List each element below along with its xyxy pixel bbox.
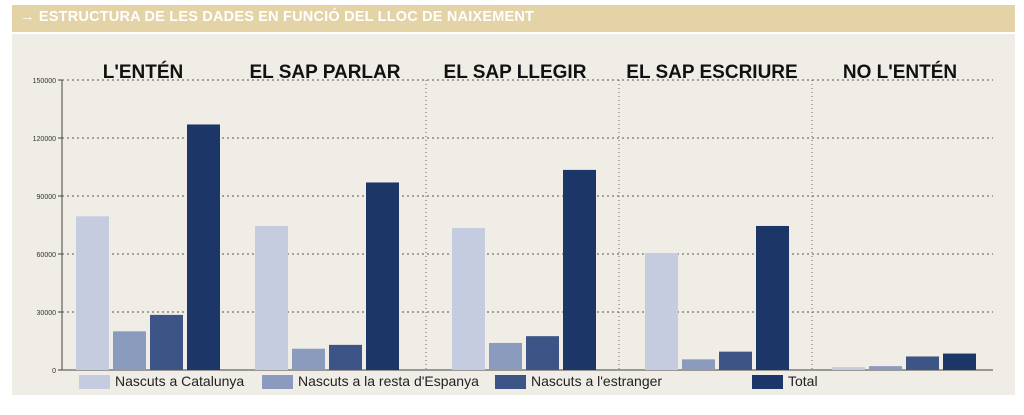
y-tick-label: 60000 xyxy=(37,252,57,259)
chart-title: → ESTRUCTURA DE LES DADES EN FUNCIÓ DEL … xyxy=(20,9,535,25)
category-label: NO L'ENTÉN xyxy=(843,61,957,83)
legend-label: Nascuts a Catalunya xyxy=(115,373,245,389)
bar xyxy=(150,314,183,370)
y-tick-label: 0 xyxy=(52,368,56,375)
category-label: EL SAP LLEGIR xyxy=(444,62,587,83)
bar xyxy=(489,342,522,370)
bar xyxy=(292,348,325,370)
category-label: L'ENTÉN xyxy=(103,61,184,83)
legend-swatch xyxy=(262,375,293,389)
legend-swatch xyxy=(752,375,783,389)
bar xyxy=(76,216,109,370)
bar xyxy=(255,225,288,370)
bar xyxy=(187,124,220,370)
y-tick-label: 150000 xyxy=(33,78,56,85)
bar xyxy=(832,367,865,370)
bar xyxy=(943,353,976,370)
bar xyxy=(366,182,399,370)
legend-swatch xyxy=(495,375,526,389)
bar xyxy=(906,356,939,370)
category-label: EL SAP PARLAR xyxy=(250,62,401,83)
bar xyxy=(563,169,596,370)
y-tick-label: 90000 xyxy=(37,194,57,201)
bar xyxy=(113,331,146,370)
bar xyxy=(869,366,902,370)
legend-label: Total xyxy=(788,373,818,389)
bar xyxy=(329,344,362,370)
bar xyxy=(645,253,678,370)
y-tick-label: 120000 xyxy=(33,136,56,143)
bar xyxy=(452,227,485,370)
y-tick-label: 30000 xyxy=(37,310,57,317)
bar xyxy=(756,225,789,370)
bar xyxy=(719,351,752,370)
bar xyxy=(682,359,715,370)
legend-label: Nascuts a l'estranger xyxy=(531,373,663,389)
chart-header: → ESTRUCTURA DE LES DADES EN FUNCIÓ DEL … xyxy=(12,5,1015,32)
bar xyxy=(526,336,559,370)
category-label: EL SAP ESCRIURE xyxy=(626,62,797,83)
legend-label: Nascuts a la resta d'Espanya xyxy=(298,373,479,389)
legend-swatch xyxy=(79,375,110,389)
